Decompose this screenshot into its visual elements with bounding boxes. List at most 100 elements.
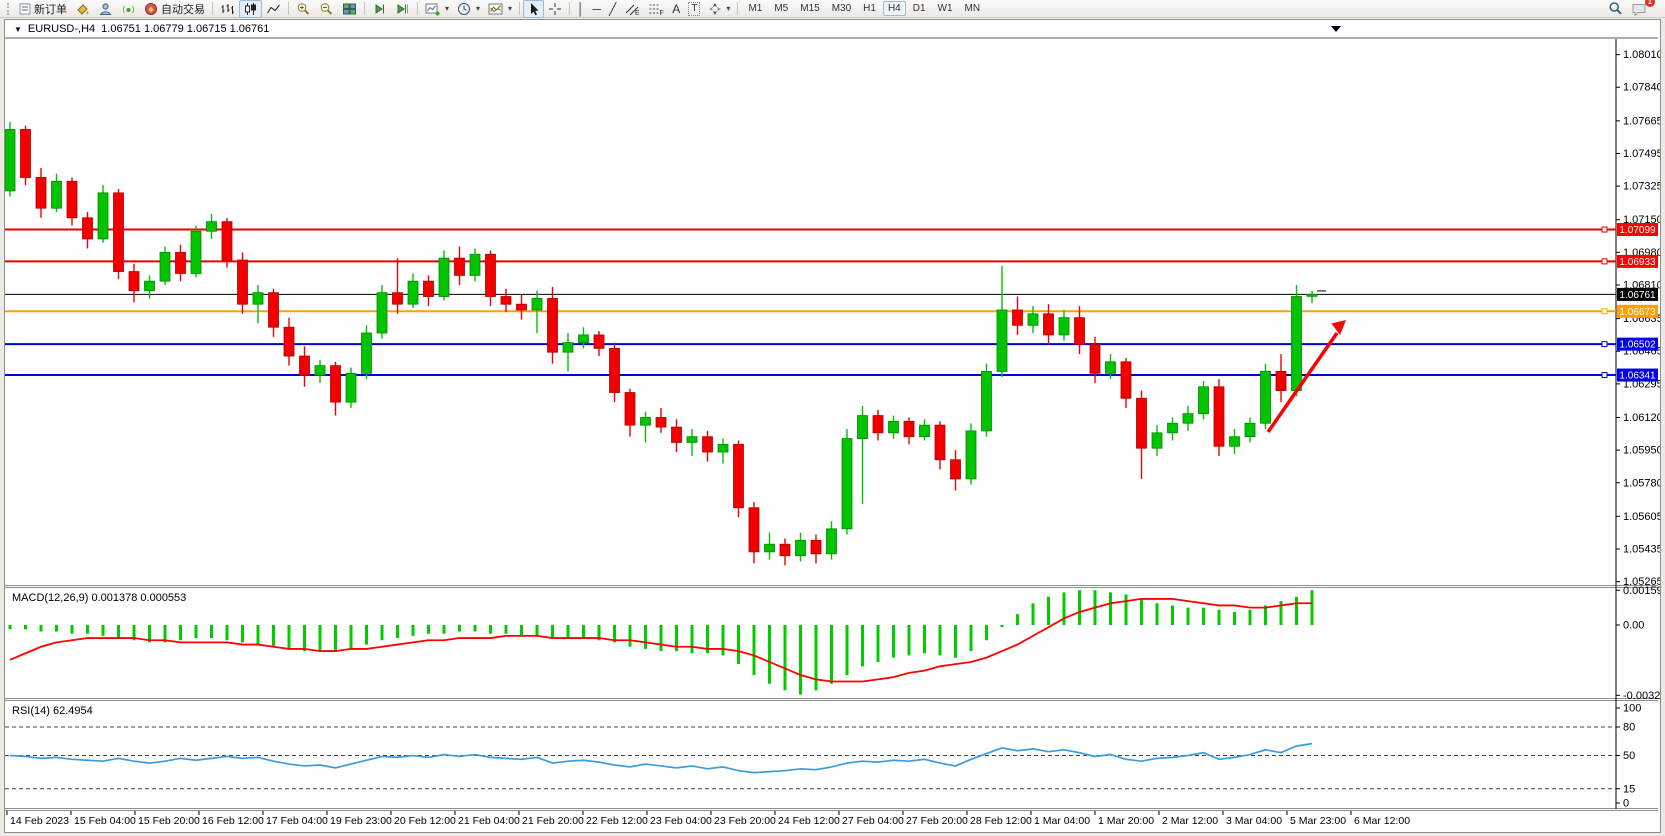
macd-tick-label: 0.00 [1623,620,1644,632]
label-tool-button[interactable]: T [684,0,704,18]
candle-body [624,392,636,426]
notification-badge: 1 [1645,0,1655,7]
styles-button[interactable] [71,0,94,18]
toolbar-separator [288,2,289,15]
timeframe-h1-button[interactable]: H1 [863,3,876,14]
toolbar-drag-handle[interactable] [7,2,12,15]
candle-body [686,436,698,443]
timeframe-m1-button[interactable]: M1 [748,3,763,14]
candle-body [237,259,248,305]
new-order-label: 新订单 [34,3,67,16]
candle-body [841,438,853,530]
time-axis[interactable]: 14 Feb 2023 15 Feb 04:00 15 Feb 20:00 16 Fe… [6,811,1410,827]
scroll-end-marker[interactable] [1331,26,1341,32]
candle-body [717,443,729,453]
autotrade-button[interactable]: 自动交易 [140,0,209,18]
svg-text:E: E [635,10,640,16]
equidistant-channel-button[interactable]: E [620,0,644,18]
price-badge-1.07099 [1617,223,1658,237]
notifications-button[interactable]: 1 [1627,0,1655,18]
price-tick-label: 1.07665 [1623,115,1660,127]
svg-text:F: F [660,10,664,16]
line-handle[interactable] [1601,258,1608,265]
candle-body [438,257,450,297]
timeframe-d1-button[interactable]: D1 [912,3,926,14]
price-badge-1.06933 [1617,254,1658,268]
line-handle[interactable] [1601,226,1608,233]
timeframe-m5-button[interactable]: M5 [774,3,789,14]
macd-rsi-separator[interactable] [5,700,1658,701]
timeframe-h4-button[interactable]: H4 [882,1,906,16]
candle-body [144,280,155,292]
time-tick-label: 14 Feb 2023 [10,815,69,827]
price-badge-1.06761 [1617,287,1658,301]
timeframe-m30-button[interactable]: M30 [831,3,852,14]
vertical-line-button[interactable]: │ [573,0,589,18]
candle-body [82,217,93,240]
chart-shift-button[interactable] [391,0,414,18]
rsi-tick-label: 15 [1623,783,1635,795]
line-handle[interactable] [1601,372,1608,379]
line-handle[interactable] [1601,308,1608,315]
candle-body [97,192,109,240]
chart-canvas[interactable]: 1.080101.078401.076651.074951.073251.071… [5,20,1660,832]
candle-body [965,430,977,480]
signals-button[interactable] [117,0,140,18]
candle-body [857,415,868,439]
candle-body [919,424,930,438]
candlestick-chart-button[interactable] [239,0,262,18]
zoom-out-button[interactable] [315,0,338,18]
fibonacci-button[interactable]: F [644,0,668,18]
candle-body [159,251,171,282]
timeframe-mn-button[interactable]: MN [964,3,981,14]
rsi-timeaxis-separator[interactable] [5,810,1658,811]
time-tick-label: 21 Feb 20:00 [522,815,584,827]
candle-body [500,296,512,305]
new-chart-button[interactable]: ▾ [421,0,453,18]
profile-button[interactable] [94,0,117,18]
candle-body [51,180,62,209]
search-button[interactable] [1604,0,1627,18]
trend-arrow-shaft[interactable] [1266,331,1339,434]
indicators-button[interactable]: ▾ [484,0,516,18]
text-tool-icon: A [672,1,681,16]
line-handle[interactable] [1601,341,1608,348]
zoom-in-button[interactable] [292,0,315,18]
fibonacci-icon: F [649,4,664,16]
trendline-button[interactable]: ╱ [605,0,620,18]
timeframe-m15-button[interactable]: M15 [800,3,820,14]
candle-body [671,426,682,443]
candle-body [330,365,341,403]
macd-rsi-separator [5,699,1658,700]
candle-body [826,528,837,555]
line-chart-button[interactable] [262,0,285,18]
arrows-tool-button[interactable]: ▾ [704,0,734,18]
price-macd-separator[interactable] [5,587,1658,588]
text-tool-button[interactable]: A [668,0,684,18]
trend-arrow-head[interactable] [1331,320,1347,335]
horizontal-line-button[interactable]: ─ [589,0,606,18]
vertical-line-icon: │ [577,1,585,16]
chart-window: ▼ EURUSD-,H4 1.06751 1.06779 1.06715 1.0… [4,19,1661,833]
time-tick-label: 2 Mar 12:00 [1162,815,1218,827]
candle-body [655,417,667,428]
window-menu-icon[interactable]: ▼ [14,24,22,34]
bar-chart-button[interactable] [216,0,239,18]
cursor-button[interactable] [523,0,545,18]
macd-signal-line [9,598,1312,683]
rsi-tick-label: 80 [1623,722,1635,734]
candle-body [1151,432,1163,449]
rsi-panel: 100 80 50 15 0 [5,703,1641,810]
crosshair-button[interactable] [544,0,566,18]
candle-body [981,370,992,432]
tile-windows-icon [343,3,356,14]
candle-body [221,221,233,261]
periods-button[interactable]: ▾ [453,0,484,18]
timeframe-w1-button[interactable]: W1 [937,3,953,14]
new-order-button[interactable]: 新订单 [15,0,71,18]
candle-body [1120,361,1132,399]
candle-body [516,303,527,311]
auto-scroll-button[interactable] [368,0,391,18]
chart-shift-icon [397,3,408,14]
tile-windows-button[interactable] [338,0,361,18]
